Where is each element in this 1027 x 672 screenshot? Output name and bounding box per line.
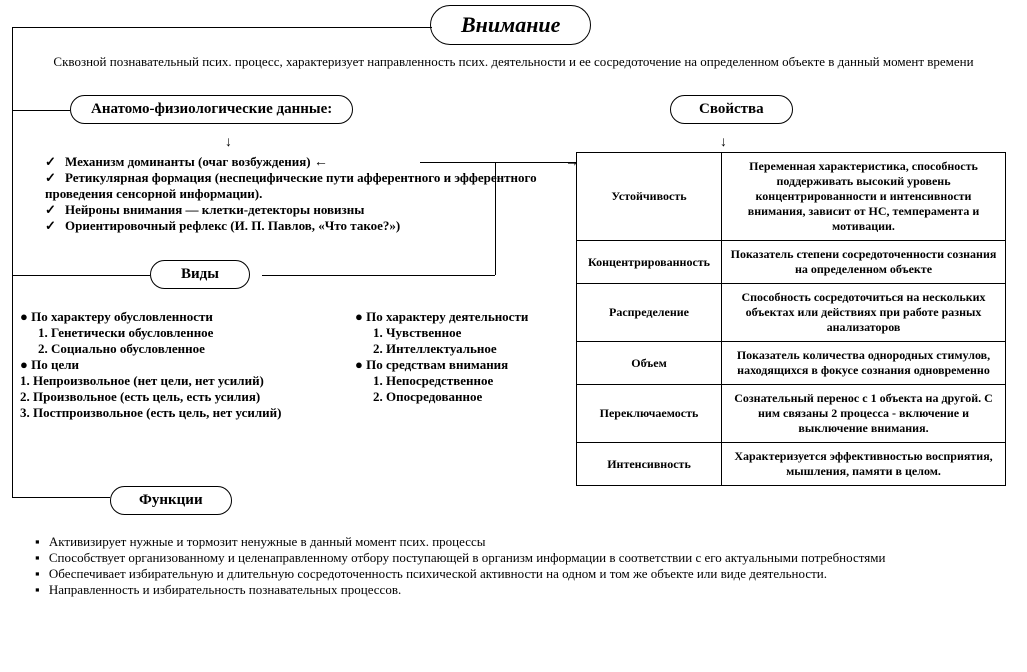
properties-table: УстойчивостьПеременная характеристика, с…	[576, 152, 1006, 486]
list-item: Активизирует нужные и тормозит ненужные …	[35, 534, 1025, 550]
types-title-pill: Виды	[150, 260, 250, 289]
arrow-down-icon: ↓	[720, 136, 727, 150]
types-right-list: По характеру деятельности 1. Чувственное…	[355, 309, 575, 405]
list-item: 2. Социально обусловленное	[38, 341, 360, 357]
list-item: Способствует организованному и целенапра…	[35, 550, 1025, 566]
list-item: Нейроны внимания — клетки-детекторы нови…	[45, 202, 565, 218]
table-row: ИнтенсивностьХарактеризуется эффективнос…	[577, 443, 1006, 486]
table-row: ПереключаемостьСознательный перенос с 1 …	[577, 385, 1006, 443]
connector-line	[12, 27, 432, 28]
list-item: Ретикулярная формация (неспецифические п…	[45, 170, 565, 202]
table-row: РаспределениеСпособность сосредоточиться…	[577, 284, 1006, 342]
list-item: 2. Интеллектуальное	[373, 341, 575, 357]
list-item: 1. Генетически обусловленное	[38, 325, 360, 341]
list-item: Направленность и избирательность познава…	[35, 582, 1025, 598]
list-item: По характеру деятельности	[355, 309, 575, 325]
types-left-list: По характеру обусловленности 1. Генетиче…	[20, 309, 360, 421]
anatomy-list: Механизм доминанты (очаг возбуждения) ← …	[45, 154, 565, 234]
list-item: 1. Чувственное	[373, 325, 575, 341]
list-item: 1. Непосредственное	[373, 373, 575, 389]
list-item: 2. Произвольное (есть цель, есть усилия)	[20, 389, 360, 405]
list-item: 3. Постпроизвольное (есть цель, нет усил…	[20, 405, 360, 421]
table-row: КонцентрированностьПоказатель степени со…	[577, 241, 1006, 284]
arrow-down-icon: ↓	[225, 136, 232, 150]
connector-line	[420, 162, 576, 163]
connector-line	[262, 275, 495, 276]
list-item: По характеру обусловленности	[20, 309, 360, 325]
functions-list: Активизирует нужные и тормозит ненужные …	[35, 534, 1025, 598]
list-item: Обеспечивает избирательную и длительную …	[35, 566, 1025, 582]
list-item: По средствам внимания	[355, 357, 575, 373]
connector-line	[12, 110, 70, 111]
table-row: УстойчивостьПеременная характеристика, с…	[577, 153, 1006, 241]
main-title-pill: Внимание	[430, 5, 591, 45]
list-item: 2. Опосредованное	[373, 389, 575, 405]
anatomy-title-pill: Анатомо-физиологические данные:	[70, 95, 353, 124]
list-item: 1. Непроизвольное (нет цели, нет усилий)	[20, 373, 360, 389]
properties-title-pill: Свойства	[670, 95, 793, 124]
list-item: Ориентировочный рефлекс (И. П. Павлов, «…	[45, 218, 565, 234]
connector-line	[495, 162, 496, 275]
connector-line	[12, 497, 110, 498]
description-text: Сквозной познавательный псих. процесс, х…	[10, 54, 1017, 70]
connector-line	[12, 275, 150, 276]
functions-title-pill: Функции	[110, 486, 232, 515]
connector-line	[12, 27, 13, 497]
list-item: По цели	[20, 357, 360, 373]
table-row: ОбъемПоказатель количества однородных ст…	[577, 342, 1006, 385]
arrow-right-icon: →	[565, 155, 579, 171]
arrow-left-icon: ←	[314, 155, 328, 170]
